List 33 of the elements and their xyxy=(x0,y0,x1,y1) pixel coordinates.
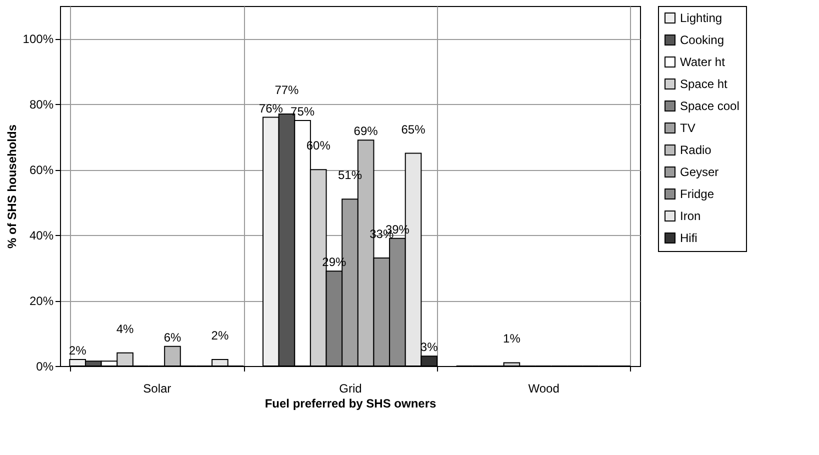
data-label: 4% xyxy=(116,322,134,336)
y-tick-label: 40% xyxy=(29,228,54,243)
data-label: 2% xyxy=(211,328,229,342)
legend-label: Space cool xyxy=(680,99,740,113)
legend-label: Cooking xyxy=(680,33,724,47)
legend-label: Space ht xyxy=(680,77,728,91)
data-label: 6% xyxy=(164,330,182,344)
legend-label: Iron xyxy=(680,209,701,223)
y-tick-label: 0% xyxy=(36,360,54,374)
legend-label: Geyser xyxy=(680,165,719,179)
x-tick-label: Solar xyxy=(143,382,172,396)
x-tick-label: Wood xyxy=(528,382,560,396)
y-tick-label: 60% xyxy=(29,163,54,178)
data-label: 75% xyxy=(290,104,315,119)
data-label: 1% xyxy=(503,332,521,346)
data-label: 65% xyxy=(401,122,426,136)
legend-label: Water ht xyxy=(680,55,726,69)
data-label: 77% xyxy=(274,83,300,97)
y-axis-title: % of SHS households xyxy=(4,124,19,249)
y-tick-label: 20% xyxy=(29,294,54,308)
legend-label: Radio xyxy=(680,143,712,157)
legend-label: Lighting xyxy=(680,11,722,25)
data-label: 3% xyxy=(420,340,438,354)
y-tick-label: 100% xyxy=(22,32,54,46)
data-label: 69% xyxy=(354,124,378,138)
x-axis-title: Fuel preferred by SHS owners xyxy=(264,396,437,410)
legend-label: Fridge xyxy=(680,187,714,201)
data-label: 76% xyxy=(258,101,284,116)
y-tick-label: 80% xyxy=(29,98,54,112)
x-tick-label: Grid xyxy=(339,382,362,396)
data-label: 2% xyxy=(68,343,87,358)
legend-label: TV xyxy=(680,121,696,135)
legend-label: Hifi xyxy=(680,231,698,245)
